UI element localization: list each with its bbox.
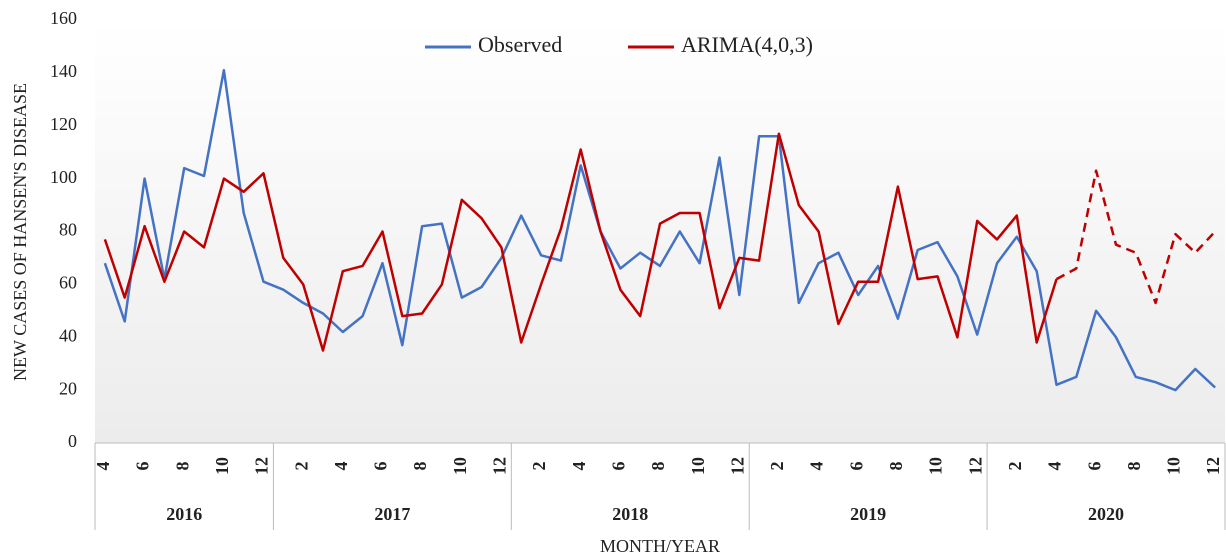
y-tick-label: 160 (50, 8, 77, 28)
x-tick-label: 2 (529, 462, 549, 471)
group-label: 2017 (374, 504, 410, 524)
x-tick-label: 10 (688, 457, 708, 475)
x-tick-label: 4 (807, 462, 827, 471)
y-tick-label: 20 (59, 378, 77, 398)
y-tick-label: 60 (59, 273, 77, 293)
x-tick-label: 12 (727, 457, 747, 475)
x-tick-label: 8 (1124, 462, 1144, 471)
x-tick-label: 6 (371, 462, 391, 471)
y-axis-title: NEW CASES OF HANSEN'S DISEASE (10, 83, 30, 381)
x-axis-title: MONTH/YEAR (600, 536, 720, 556)
x-tick-label: 6 (608, 462, 628, 471)
x-tick-label: 4 (569, 462, 589, 471)
series-line (103, 68, 1216, 392)
x-tick-label: 12 (490, 457, 510, 475)
y-tick-label: 80 (59, 220, 77, 240)
y-tick-label: 0 (68, 431, 77, 451)
x-tick-label: 2 (291, 462, 311, 471)
group-label: 2019 (850, 504, 886, 524)
x-tick-label: 10 (212, 457, 232, 475)
x-tick-label: 6 (846, 462, 866, 471)
x-tick-label: 8 (648, 462, 668, 471)
x-tick-label: 10 (450, 457, 470, 475)
series-line (103, 132, 1058, 352)
x-tick-label: 8 (172, 462, 192, 471)
legend-label: Observed (478, 32, 562, 57)
x-tick-label: 12 (252, 457, 272, 475)
y-tick-label: 140 (50, 61, 77, 81)
x-tick-label: 12 (1203, 457, 1223, 475)
x-tick-label: 10 (1164, 457, 1184, 475)
group-label: 2016 (166, 504, 202, 524)
x-tick-label: 4 (331, 462, 351, 471)
group-label: 2020 (1088, 504, 1124, 524)
x-tick-label: 12 (965, 457, 985, 475)
x-tick-label: 8 (886, 462, 906, 471)
x-tick-label: 6 (133, 462, 153, 471)
plot-area (95, 20, 1225, 443)
x-tick-label: 2 (1005, 461, 1025, 470)
y-tick-label: 100 (50, 167, 77, 187)
y-tick-label: 120 (50, 114, 77, 134)
x-tick-label: 4 (1045, 462, 1065, 471)
x-tick-label: 8 (410, 462, 430, 471)
x-tick-label: 2 (767, 462, 787, 471)
x-tick-label: 10 (926, 457, 946, 475)
y-tick-label: 40 (59, 325, 77, 345)
x-tick-label: 4 (93, 462, 113, 471)
series-line (1055, 169, 1217, 305)
group-label: 2018 (612, 504, 648, 524)
legend-label: ARIMA(4,0,3) (681, 32, 813, 57)
x-tick-label: 6 (1084, 462, 1104, 471)
